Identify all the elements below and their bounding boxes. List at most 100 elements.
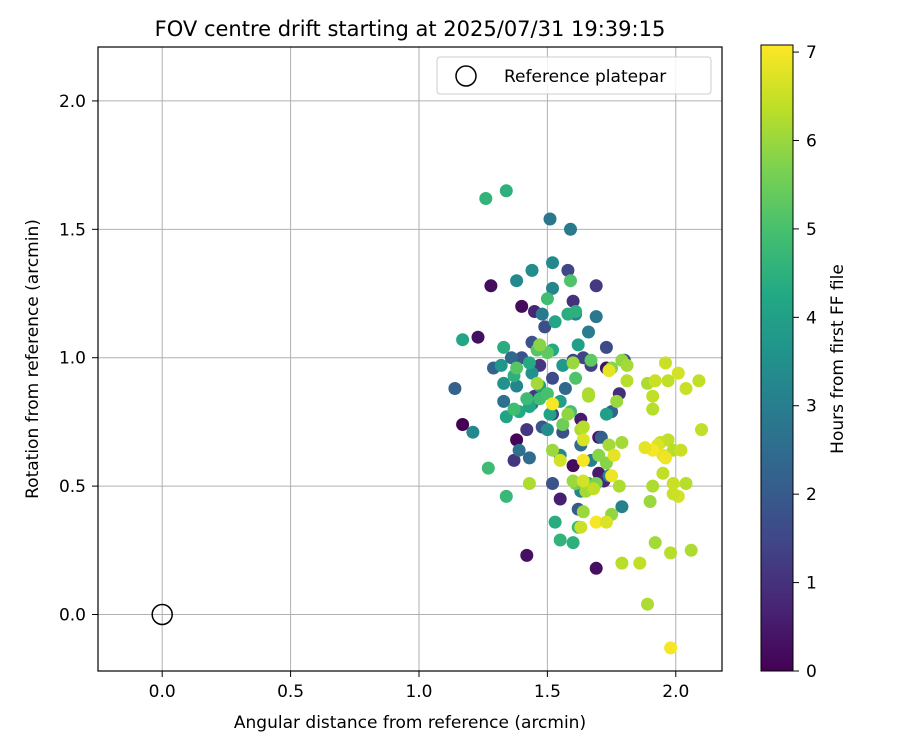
data-point bbox=[456, 333, 470, 347]
data-point bbox=[522, 356, 536, 370]
data-point bbox=[615, 500, 629, 514]
colorbar-tick-label: 6 bbox=[806, 131, 817, 151]
data-point bbox=[556, 358, 570, 372]
data-point bbox=[558, 382, 572, 395]
data-point bbox=[641, 597, 654, 611]
data-point bbox=[546, 443, 559, 457]
data-point bbox=[510, 433, 524, 447]
data-point bbox=[448, 382, 462, 395]
data-point bbox=[538, 320, 552, 334]
data-point bbox=[566, 536, 580, 550]
data-point bbox=[569, 371, 583, 385]
data-point bbox=[510, 379, 524, 393]
data-point bbox=[512, 443, 526, 457]
data-point bbox=[507, 453, 521, 467]
data-point bbox=[589, 310, 603, 324]
data-point bbox=[659, 356, 672, 370]
data-point bbox=[546, 397, 559, 411]
data-point bbox=[497, 376, 511, 390]
data-point bbox=[548, 515, 562, 529]
axes-frame bbox=[97, 46, 723, 672]
data-point bbox=[587, 482, 601, 496]
data-point bbox=[571, 338, 585, 352]
x-axis-title: Angular distance from reference (arcmin) bbox=[234, 713, 586, 733]
x-tick-label: 0.5 bbox=[277, 682, 304, 702]
data-point bbox=[540, 423, 554, 437]
data-point bbox=[612, 479, 626, 493]
data-point bbox=[520, 548, 534, 562]
colorbar-tick-label: 0 bbox=[806, 662, 817, 682]
data-point bbox=[615, 556, 629, 570]
data-point bbox=[484, 279, 498, 293]
data-point bbox=[664, 641, 678, 655]
data-point bbox=[540, 292, 554, 306]
data-point bbox=[648, 536, 662, 550]
data-point bbox=[646, 402, 660, 416]
x-tick-label: 0.0 bbox=[149, 682, 176, 702]
data-point bbox=[599, 515, 613, 529]
data-point bbox=[592, 448, 606, 462]
data-point bbox=[525, 366, 539, 380]
data-point bbox=[656, 466, 670, 480]
data-point bbox=[520, 392, 534, 406]
data-points bbox=[448, 184, 708, 655]
data-point bbox=[582, 325, 595, 339]
colorbar-tick-label: 2 bbox=[806, 485, 817, 505]
data-point bbox=[507, 402, 521, 416]
data-point bbox=[561, 263, 575, 277]
y-tick-label: 2.0 bbox=[59, 92, 86, 112]
data-point bbox=[466, 425, 480, 439]
data-point bbox=[666, 487, 680, 501]
data-point bbox=[499, 489, 513, 503]
data-point bbox=[646, 479, 660, 493]
data-point bbox=[692, 374, 706, 388]
data-point bbox=[615, 436, 629, 449]
data-point bbox=[620, 358, 634, 372]
data-point bbox=[479, 192, 493, 205]
data-point bbox=[661, 374, 675, 388]
data-point bbox=[576, 474, 590, 488]
data-point bbox=[494, 358, 508, 372]
data-point bbox=[599, 340, 613, 354]
data-point bbox=[510, 361, 524, 375]
colorbar-ticks: 0 1 2 3 4 5 6 7 bbox=[793, 43, 817, 682]
data-point bbox=[569, 305, 583, 318]
x-tick-label: 1.0 bbox=[405, 682, 432, 702]
data-point bbox=[610, 394, 624, 408]
data-point bbox=[504, 351, 518, 365]
data-point bbox=[607, 448, 621, 462]
data-point bbox=[589, 279, 603, 293]
data-point bbox=[589, 561, 603, 575]
y-tick-label: 1.5 bbox=[59, 220, 86, 240]
data-point bbox=[666, 477, 680, 490]
data-point bbox=[695, 423, 708, 437]
data-point bbox=[553, 492, 567, 506]
data-point bbox=[566, 356, 580, 370]
data-point bbox=[576, 433, 590, 447]
data-point bbox=[481, 461, 495, 475]
colorbar: 0 1 2 3 4 5 6 7 Hours from first FF file bbox=[760, 43, 848, 682]
data-point bbox=[574, 520, 588, 534]
colorbar-tick-label: 5 bbox=[806, 220, 817, 240]
data-point bbox=[535, 307, 549, 321]
data-point bbox=[456, 418, 470, 431]
data-point bbox=[499, 184, 513, 198]
data-point bbox=[602, 364, 616, 378]
colorbar-tick-label: 4 bbox=[806, 308, 817, 328]
data-point bbox=[564, 222, 577, 236]
data-point bbox=[530, 376, 544, 390]
data-point bbox=[522, 477, 536, 490]
data-point bbox=[633, 556, 647, 570]
colorbar-gradient bbox=[760, 44, 794, 672]
data-point bbox=[553, 533, 567, 547]
data-point bbox=[546, 477, 559, 490]
y-tick-label: 0.0 bbox=[59, 606, 86, 626]
x-tick-label: 1.5 bbox=[534, 682, 561, 702]
chart-title: FOV centre drift starting at 2025/07/31 … bbox=[155, 17, 666, 41]
data-point bbox=[576, 505, 590, 519]
colorbar-label: Hours from first FF file bbox=[828, 264, 848, 454]
colorbar-tick-label: 1 bbox=[806, 574, 817, 594]
data-point bbox=[599, 407, 613, 421]
x-tick-label: 2.0 bbox=[662, 682, 689, 702]
data-point bbox=[546, 256, 559, 270]
